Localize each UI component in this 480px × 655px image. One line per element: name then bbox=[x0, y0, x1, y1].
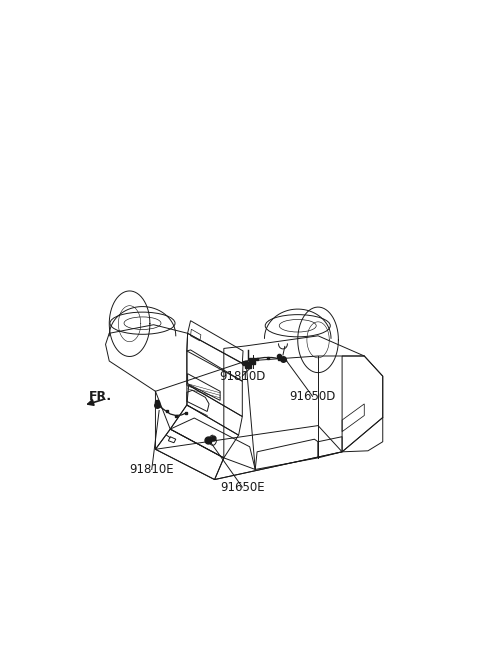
Text: 91810E: 91810E bbox=[130, 463, 174, 476]
Text: 91650E: 91650E bbox=[220, 481, 264, 494]
Text: 91810D: 91810D bbox=[219, 369, 265, 383]
Text: FR.: FR. bbox=[89, 390, 112, 403]
Text: 91650D: 91650D bbox=[289, 390, 336, 403]
